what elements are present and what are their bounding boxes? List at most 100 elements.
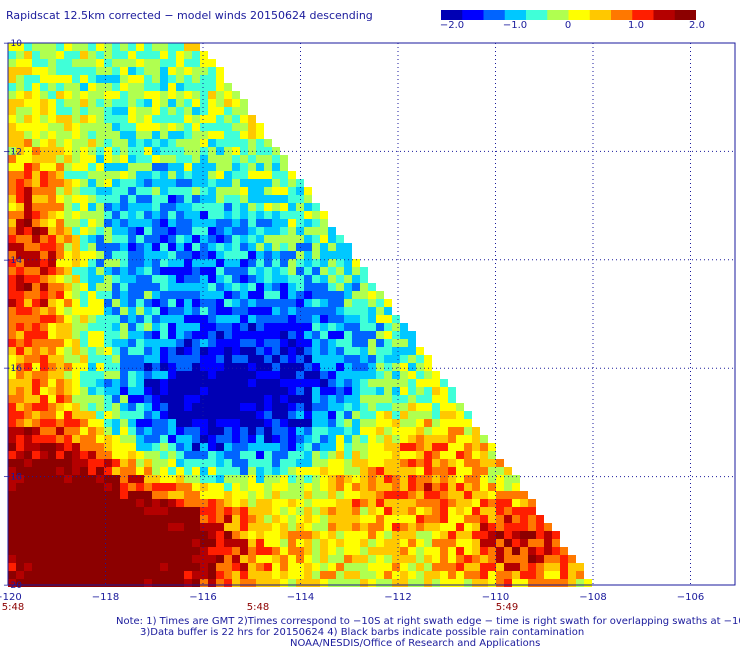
wind-cell	[248, 203, 256, 211]
wind-cell	[224, 291, 232, 299]
wind-cell	[312, 523, 320, 531]
wind-cell	[264, 459, 272, 467]
wind-cell	[152, 579, 160, 587]
wind-cell	[152, 427, 160, 435]
wind-cell	[248, 531, 256, 539]
wind-cell	[160, 451, 168, 459]
wind-cell	[376, 523, 384, 531]
wind-cell	[488, 547, 496, 555]
wind-cell	[56, 363, 64, 371]
wind-cell	[360, 267, 368, 275]
wind-cell	[328, 299, 336, 307]
wind-cell	[424, 395, 432, 403]
wind-cell	[448, 475, 456, 483]
wind-cell	[88, 179, 96, 187]
wind-cell	[216, 403, 224, 411]
wind-cell	[192, 419, 200, 427]
wind-cell	[288, 443, 296, 451]
wind-cell	[264, 539, 272, 547]
wind-cell	[8, 211, 16, 219]
wind-cell	[344, 507, 352, 515]
wind-cell	[40, 515, 48, 523]
wind-cell	[24, 283, 32, 291]
wind-cell	[24, 243, 32, 251]
wind-cell	[352, 387, 360, 395]
wind-cell	[160, 443, 168, 451]
wind-cell	[552, 531, 560, 539]
wind-cell	[72, 555, 80, 563]
wind-cell	[496, 547, 504, 555]
wind-cell	[104, 75, 112, 83]
wind-cell	[280, 171, 288, 179]
wind-cell	[72, 563, 80, 571]
wind-cell	[472, 483, 480, 491]
wind-cell	[312, 387, 320, 395]
wind-cell	[240, 523, 248, 531]
wind-cell	[96, 283, 104, 291]
wind-cell	[344, 579, 352, 587]
wind-cell	[48, 139, 56, 147]
wind-cell	[48, 67, 56, 75]
wind-cell	[184, 83, 192, 91]
wind-cell	[144, 171, 152, 179]
wind-cell	[392, 315, 400, 323]
wind-cell	[104, 267, 112, 275]
wind-cell	[24, 171, 32, 179]
wind-cell	[144, 123, 152, 131]
wind-cell	[408, 547, 416, 555]
wind-cell	[288, 579, 296, 587]
wind-cell	[112, 315, 120, 323]
wind-cell	[280, 339, 288, 347]
wind-cell	[224, 83, 232, 91]
wind-cell	[80, 579, 88, 587]
wind-cell	[184, 275, 192, 283]
wind-cell	[152, 43, 160, 51]
wind-cell	[312, 243, 320, 251]
wind-cell	[432, 435, 440, 443]
wind-cell	[168, 91, 176, 99]
wind-cell	[64, 403, 72, 411]
wind-cell	[160, 283, 168, 291]
wind-cell	[432, 475, 440, 483]
wind-cell	[200, 419, 208, 427]
wind-cell	[200, 355, 208, 363]
wind-cell	[336, 315, 344, 323]
wind-cell	[280, 419, 288, 427]
wind-cell	[112, 467, 120, 475]
wind-cell	[336, 579, 344, 587]
wind-cell	[456, 507, 464, 515]
wind-cell	[56, 555, 64, 563]
wind-cell	[120, 211, 128, 219]
wind-cell	[376, 467, 384, 475]
wind-cell	[208, 59, 216, 67]
wind-cell	[400, 499, 408, 507]
wind-cell	[472, 555, 480, 563]
wind-cell	[304, 259, 312, 267]
wind-cell	[72, 491, 80, 499]
wind-cell	[24, 491, 32, 499]
wind-cell	[320, 387, 328, 395]
wind-cell	[120, 403, 128, 411]
wind-cell	[80, 259, 88, 267]
wind-cell	[192, 67, 200, 75]
wind-cell	[96, 435, 104, 443]
wind-cell	[24, 211, 32, 219]
wind-cell	[272, 299, 280, 307]
wind-cell	[352, 491, 360, 499]
wind-cell	[520, 531, 528, 539]
wind-cell	[104, 379, 112, 387]
wind-cell	[16, 371, 24, 379]
wind-cell	[312, 507, 320, 515]
wind-cell	[88, 499, 96, 507]
wind-cell	[48, 299, 56, 307]
wind-cell	[248, 299, 256, 307]
wind-cell	[384, 363, 392, 371]
wind-cell	[312, 251, 320, 259]
wind-cell	[480, 515, 488, 523]
wind-cell	[32, 371, 40, 379]
wind-cell	[168, 435, 176, 443]
wind-cell	[384, 307, 392, 315]
wind-cell	[152, 523, 160, 531]
wind-cell	[320, 483, 328, 491]
wind-cell	[112, 275, 120, 283]
